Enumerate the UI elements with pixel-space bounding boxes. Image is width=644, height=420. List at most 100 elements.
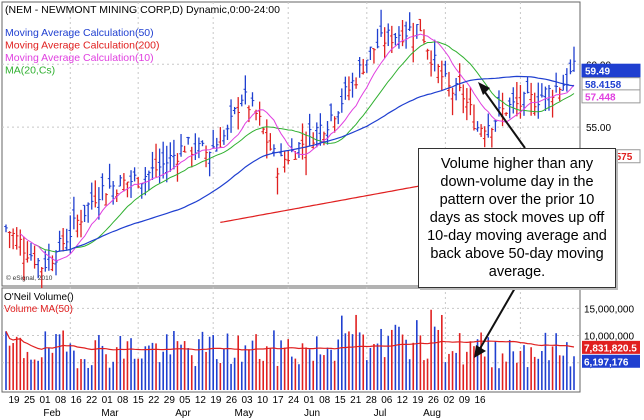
price-bar <box>161 141 165 179</box>
price-bar <box>368 46 373 61</box>
legend-entry: Moving Average Calculation(10) <box>5 52 154 64</box>
price-bar <box>22 236 26 281</box>
price-bar <box>118 174 123 187</box>
price-bar <box>375 28 380 49</box>
price-bar <box>400 20 405 47</box>
x-month-label: Apr <box>175 408 191 419</box>
price-bar <box>347 76 351 101</box>
price-bar <box>286 150 291 165</box>
price-bar <box>268 133 273 151</box>
price-bar <box>507 97 512 119</box>
price-bar <box>132 167 137 182</box>
arrow-to-price-head <box>478 82 490 95</box>
price-bar <box>36 258 40 279</box>
x-day-label: 02 <box>443 395 455 406</box>
price-bar <box>318 113 323 146</box>
price-bar <box>182 145 187 153</box>
volume-tick-label: 10,000,000 <box>584 332 634 343</box>
price-bar <box>150 151 155 180</box>
x-day-label: 19 <box>8 395 20 406</box>
price-bar <box>354 77 358 89</box>
price-bar <box>561 74 566 91</box>
price-bar <box>372 48 376 64</box>
price-bar <box>361 58 366 75</box>
price-bar <box>379 9 383 37</box>
price-bar <box>468 87 473 116</box>
price-bar <box>168 142 173 172</box>
price-value-tag-text: 57.448 <box>585 92 616 103</box>
price-bar <box>200 140 205 147</box>
price-bar <box>454 77 458 101</box>
price-value-tag <box>581 63 641 78</box>
x-day-label: 26 <box>226 395 238 406</box>
x-day-label: 19 <box>210 395 222 406</box>
ma20-line <box>34 41 575 253</box>
price-bar <box>568 59 573 75</box>
price-bar <box>422 29 426 44</box>
price-bar <box>57 230 62 252</box>
price-bar <box>189 146 194 168</box>
price-bar <box>139 183 144 199</box>
price-bar <box>197 137 201 159</box>
price-bar <box>204 145 208 168</box>
price-bar <box>68 215 73 254</box>
price-bar <box>239 94 244 107</box>
x-day-label: 21 <box>350 395 362 406</box>
x-day-label: 09 <box>459 395 471 406</box>
price-bar <box>111 181 115 205</box>
price-value-tag <box>581 89 641 104</box>
volume-value-tag <box>582 340 640 354</box>
price-bar <box>225 124 230 140</box>
price-tick-label: 55.00 <box>586 123 611 134</box>
price-bar <box>175 153 180 182</box>
price-bar <box>511 87 516 114</box>
x-month-label: Aug <box>423 408 441 419</box>
price-bar <box>32 245 37 269</box>
price-bar <box>350 72 355 98</box>
price-bar <box>279 143 283 157</box>
price-bars <box>4 9 576 289</box>
price-bar <box>211 129 215 149</box>
price-bar <box>125 181 130 198</box>
ma50-line <box>55 75 575 253</box>
x-month-label: Mar <box>101 408 119 419</box>
price-bar <box>243 75 248 105</box>
price-bar <box>136 176 140 189</box>
price-bar <box>154 143 158 178</box>
price-bar <box>540 83 544 98</box>
price-bar <box>504 112 508 116</box>
x-month-label: Jul <box>374 408 387 419</box>
x-day-label: 10 <box>257 395 269 406</box>
x-day-label: 05 <box>179 395 191 406</box>
price-bar <box>261 127 266 135</box>
x-month-label: Feb <box>43 408 61 419</box>
price-bar <box>522 91 526 116</box>
copyright-text: © eSignal, 2010 <box>6 274 53 282</box>
annotation-text: Volume higher than any down-volume day i… <box>427 156 607 280</box>
price-bar <box>336 111 341 125</box>
price-bar <box>554 72 558 93</box>
price-bar <box>382 27 387 58</box>
price-bar <box>425 48 430 60</box>
x-day-label: 12 <box>397 395 409 406</box>
price-bar <box>450 87 455 116</box>
x-day-label: 28 <box>366 395 378 406</box>
price-bar <box>343 76 348 100</box>
price-bar <box>482 126 487 148</box>
price-bar <box>129 170 133 198</box>
x-day-label: 29 <box>164 395 176 406</box>
x-day-label: 25 <box>24 395 36 406</box>
x-day-label: 08 <box>117 395 129 406</box>
price-bar <box>232 106 237 115</box>
price-bar <box>222 129 226 145</box>
x-day-label: 01 <box>102 395 114 406</box>
legend-entry: Moving Average Calculation(50) <box>5 27 154 39</box>
price-bar <box>236 97 241 130</box>
price-bar <box>97 187 101 220</box>
price-bar <box>404 21 408 49</box>
price-bar <box>479 124 483 137</box>
price-bar <box>407 12 412 32</box>
price-bar <box>25 241 30 263</box>
x-day-label: 12 <box>195 395 207 406</box>
price-bar <box>264 119 269 159</box>
